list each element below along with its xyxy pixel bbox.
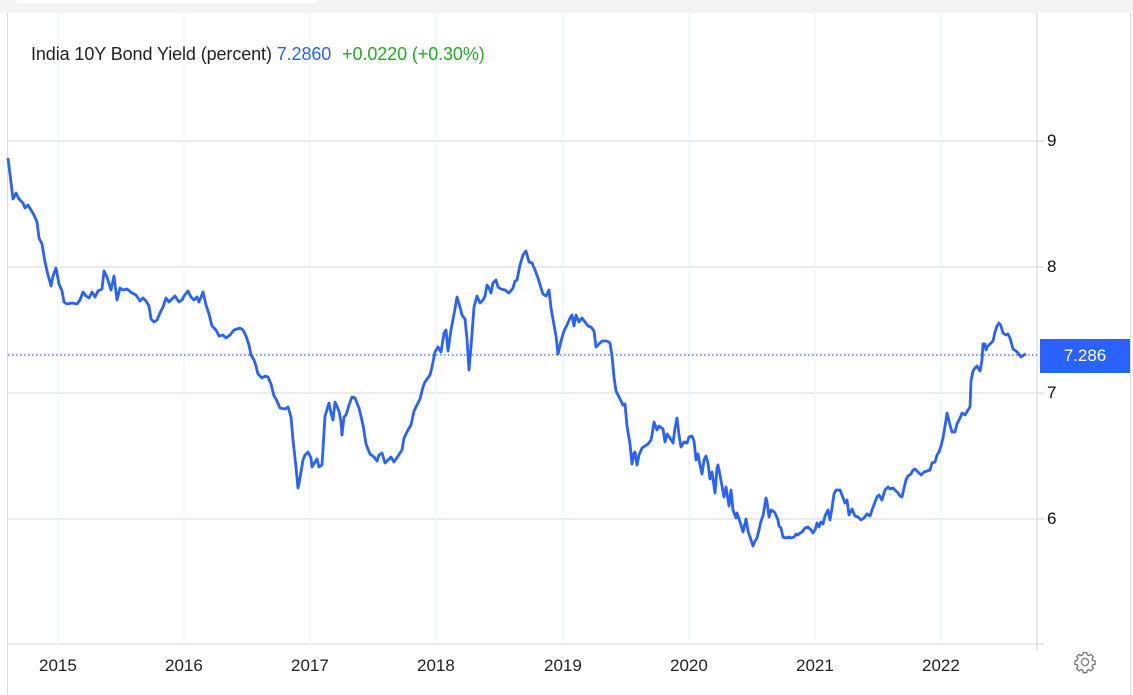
top-toolbar-band xyxy=(0,0,1133,13)
legend-change: +0.0220 (+0.30%) xyxy=(342,44,485,64)
legend-title: India 10Y Bond Yield (percent) xyxy=(31,44,272,64)
x-tick-label: 2015 xyxy=(39,656,77,675)
x-tick-label: 2020 xyxy=(670,656,708,675)
last-price-badge: 7.286 xyxy=(1040,339,1130,373)
yield-series-line[interactable] xyxy=(6,157,1027,548)
y-tick-label: 9 xyxy=(1047,131,1057,150)
x-tick-label: 2019 xyxy=(544,656,582,675)
top-toolbar-box xyxy=(17,0,317,3)
y-tick-label: 8 xyxy=(1047,257,1057,276)
x-tick-label: 2022 xyxy=(922,656,960,675)
gear-icon xyxy=(1074,651,1096,674)
chart-right-border xyxy=(1130,13,1131,695)
x-tick-label: 2018 xyxy=(417,656,455,675)
horizontal-gridlines xyxy=(8,140,1037,645)
y-tick-label: 7 xyxy=(1047,383,1057,402)
settings-button[interactable] xyxy=(1073,650,1097,674)
y-tick-label: 6 xyxy=(1047,509,1057,528)
chart-left-border xyxy=(7,13,8,695)
legend-last-value: 7.2860 xyxy=(276,44,332,64)
x-tick-label: 2021 xyxy=(796,656,834,675)
chart-legend: India 10Y Bond Yield (percent) 7.2860 +0… xyxy=(31,44,485,65)
vertical-gridlines xyxy=(57,13,942,644)
x-tick-label: 2017 xyxy=(291,656,329,675)
y-tick-marks xyxy=(1037,140,1044,645)
x-tick-label: 2016 xyxy=(165,656,203,675)
